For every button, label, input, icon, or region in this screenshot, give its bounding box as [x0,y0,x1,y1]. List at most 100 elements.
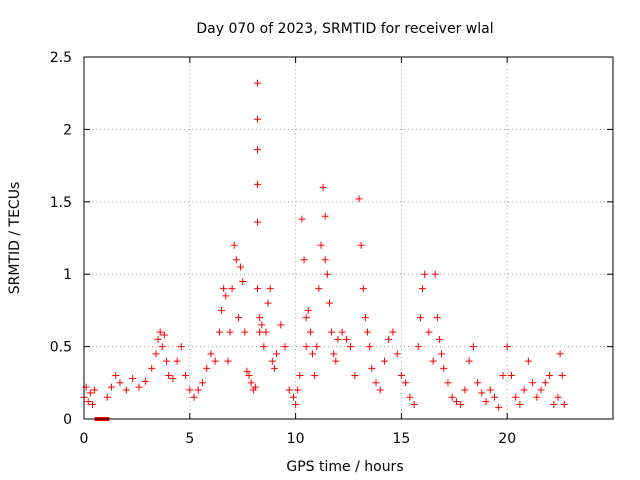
data-point [491,393,499,401]
data-point [444,379,452,387]
data-point [533,393,541,401]
data-point [260,343,268,351]
data-point [239,277,247,285]
data-point [198,379,206,387]
data-point [385,335,393,343]
data-point [156,328,164,336]
data-point [366,343,374,351]
y-tick-label: 2.5 [50,50,72,66]
data-point [158,343,166,351]
x-axis-label: GPS time / hours [286,459,403,475]
data-point [251,383,259,391]
data-point [429,357,437,365]
data-point [560,401,568,409]
data-point [306,328,314,336]
data-point [103,393,111,401]
data-point [135,383,143,391]
data-point [433,314,441,322]
data-point [425,328,433,336]
data-point [347,343,355,351]
data-point [256,328,264,336]
data-point [397,372,405,380]
data-point [410,401,418,409]
data-point [122,386,130,394]
data-point [116,379,124,387]
y-axis-label: SRMTID / TECUs [7,182,23,295]
data-point [152,350,160,358]
data-point [328,328,336,336]
data-point [541,379,549,387]
data-point [228,285,236,293]
data-point [364,328,372,336]
data-point [220,285,228,293]
data-point [218,306,226,314]
data-point [512,393,520,401]
data-point [435,335,443,343]
data-point [268,357,276,365]
data-point [173,357,181,365]
data-point [516,401,524,409]
data-point [323,270,331,278]
data-point [330,350,338,358]
data-point [129,374,137,382]
data-point [302,343,310,351]
data-point [112,372,120,380]
y-tick-label: 1 [63,267,72,283]
data-point [406,393,414,401]
data-point [232,256,240,264]
x-tick-label: 5 [185,431,194,447]
data-point [86,389,94,397]
data-point [211,357,219,365]
data-point [440,364,448,372]
data-point [182,372,190,380]
data-points [80,79,568,421]
data-point [304,306,312,314]
data-point [529,379,537,387]
data-point [289,393,297,401]
data-point [393,350,401,358]
data-point [419,285,427,293]
data-point [281,343,289,351]
data-point [154,335,162,343]
data-point [421,270,429,278]
data-point [486,386,494,394]
data-point [313,343,321,351]
data-point [503,343,511,351]
data-point [372,379,380,387]
data-point [256,314,264,322]
data-point [414,343,422,351]
data-point [224,357,232,365]
data-point [194,386,202,394]
y-tick-label: 0.5 [50,340,72,356]
data-point [461,386,469,394]
chart-title: Day 070 of 2023, SRMTID for receiver wla… [196,21,493,37]
data-point [556,350,564,358]
data-point [309,350,317,358]
data-point [148,364,156,372]
data-point [190,393,198,401]
data-point [226,328,234,336]
data-point [243,367,251,375]
data-point [84,398,92,406]
data-point [482,398,490,406]
data-point [546,372,554,380]
data-point [300,256,308,264]
data-point [416,314,424,322]
data-point [262,328,270,336]
data-point [359,285,367,293]
data-point [237,263,245,271]
data-point [342,335,350,343]
data-point [245,372,253,380]
data-point [357,241,365,249]
data-point [254,285,262,293]
data-point [325,299,333,307]
data-point [524,357,532,365]
data-point [351,372,359,380]
data-point [457,401,465,409]
data-point [160,331,168,339]
y-tick-label: 0 [63,412,72,428]
data-point [376,386,384,394]
data-point [230,241,238,249]
data-point [264,299,272,307]
